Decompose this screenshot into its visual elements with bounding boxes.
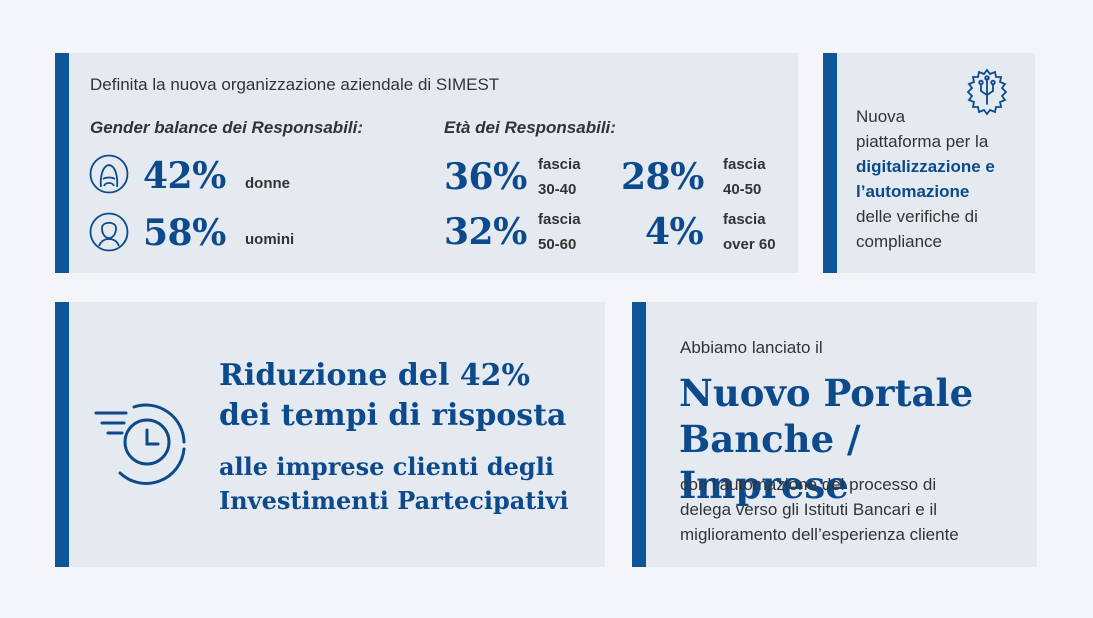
platform-card: Nuova piattaforma per la digitalizzazion… (823, 53, 1035, 273)
gender-men-label: uomini (245, 231, 295, 248)
gender-men-value: 58% (143, 212, 226, 254)
platform-accent-bar (823, 53, 837, 273)
reduction-accent-bar (55, 302, 69, 567)
org-accent-bar (55, 53, 69, 273)
platform-line4: compliance (856, 232, 942, 251)
age-50-60-label: fascia 50-60 (538, 211, 581, 253)
age-30-40-value: 36% (444, 156, 527, 198)
org-card: Definita la nuova organizzazione azienda… (55, 53, 798, 273)
gender-heading: Gender balance dei Responsabili: (90, 118, 364, 137)
platform-line1: Nuova (856, 107, 906, 126)
reduction-title: Riduzione del 42% dei tempi di risposta (219, 358, 567, 433)
gear-circuit-icon (962, 67, 1012, 117)
gender-women-label: donne (245, 175, 290, 192)
portal-description: con l’automazione del processo di delega… (680, 475, 959, 544)
platform-highlight1: digitalizzazione e (856, 157, 995, 176)
age-40-50-value: 28% (621, 156, 704, 198)
platform-highlight2: l’automazione (856, 182, 970, 201)
platform-line2: piattaforma per la (856, 132, 989, 151)
portal-accent-bar (632, 302, 646, 567)
age-over-60-label: fascia over 60 (723, 211, 776, 253)
woman-icon (89, 154, 129, 194)
man-icon (89, 212, 129, 252)
platform-line3: delle verifiche di (856, 207, 978, 226)
reduction-card: Riduzione del 42% dei tempi di risposta … (55, 302, 605, 567)
age-30-40-label: fascia 30-40 (538, 156, 581, 198)
portal-intro: Abbiamo lanciato il (680, 338, 823, 357)
reduction-subtitle: alle imprese clienti degli Investimenti … (219, 452, 569, 515)
age-40-50-label: fascia 40-50 (723, 156, 766, 198)
age-50-60-value: 32% (444, 211, 527, 253)
age-heading: Età dei Responsabili: (444, 118, 616, 137)
platform-text: Nuova piattaforma per la digitalizzazion… (856, 104, 1032, 254)
fast-clock-icon (92, 397, 192, 487)
age-over-60-value: 4% (645, 211, 704, 253)
org-intro: Definita la nuova organizzazione azienda… (90, 75, 500, 94)
gender-women-value: 42% (143, 155, 226, 197)
portal-card: Abbiamo lanciato il Nuovo Portale Banche… (632, 302, 1037, 567)
portal-title: Nuovo Portale Banche / Imprese (679, 371, 974, 507)
